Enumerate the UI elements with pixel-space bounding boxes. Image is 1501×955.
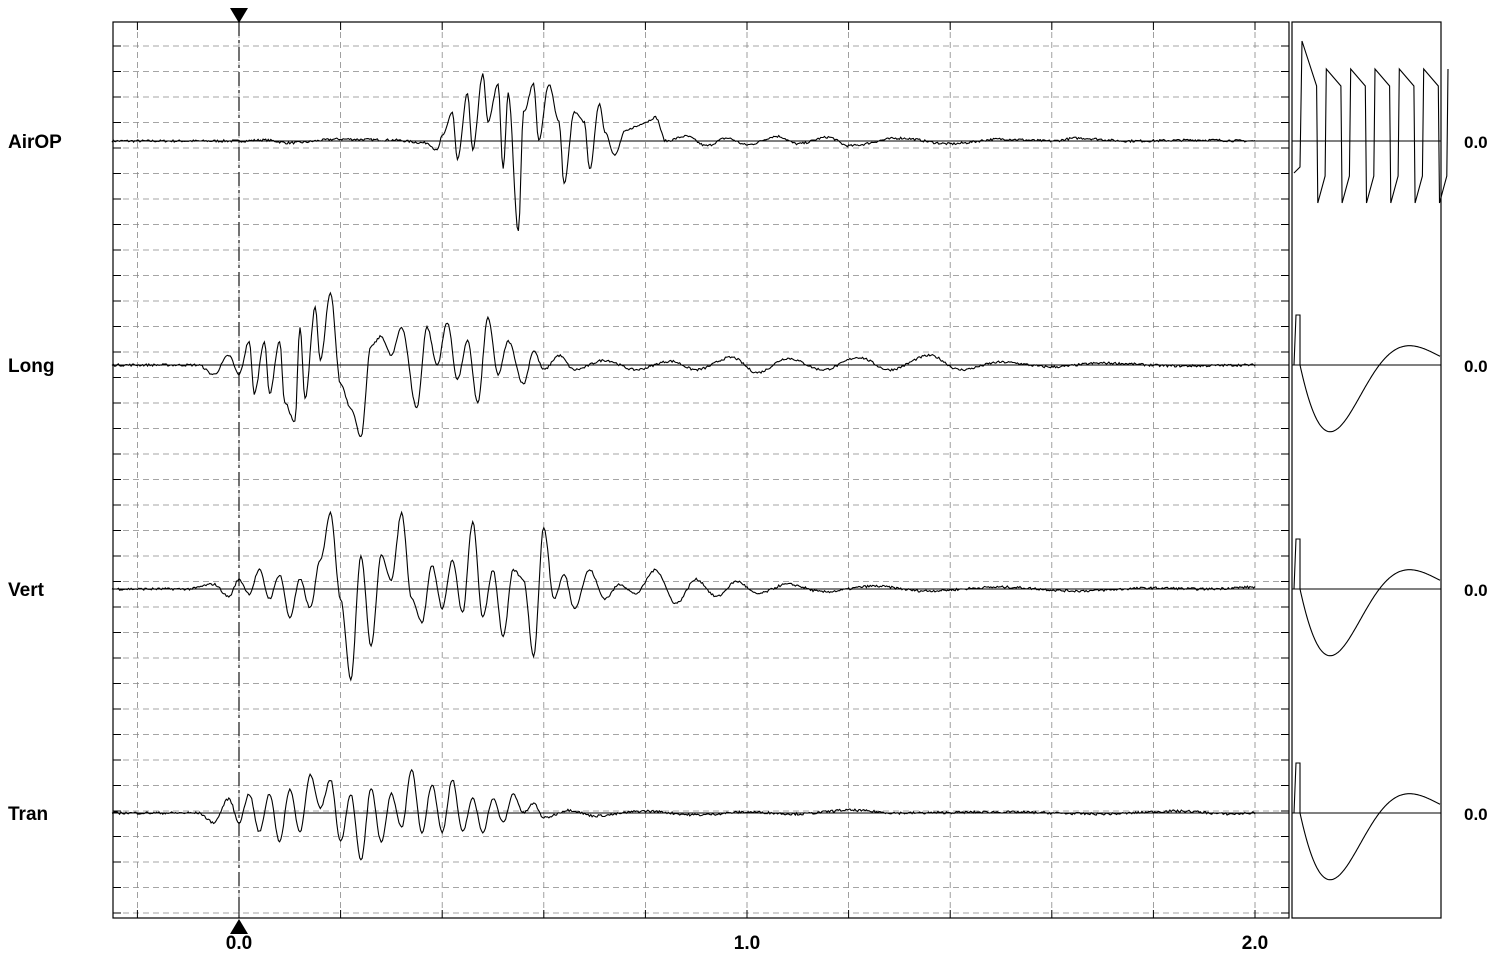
x-axis-tick-labels: 0.0 1.0 2.0 <box>226 933 1268 954</box>
calibration-traces <box>1293 40 1449 881</box>
channel-baseline-value: 0.0 <box>1464 133 1488 152</box>
calibration-trace-vert <box>1293 538 1441 657</box>
channel-baseline-value: 0.0 <box>1464 805 1488 824</box>
trace-airop <box>111 73 1256 231</box>
calibration-panel-frame <box>1291 21 1442 919</box>
channel-baseline-value: 0.0 <box>1464 357 1488 376</box>
channel-label: Vert <box>8 580 45 601</box>
channel-traces <box>111 73 1256 861</box>
channel-label: AirOP <box>8 132 62 153</box>
channel-baselines <box>113 140 1441 814</box>
channel-baseline-value: 0.0 <box>1464 581 1488 600</box>
channel-label: Tran <box>8 804 48 825</box>
trigger-arrow-bottom <box>230 919 248 934</box>
x-tick-label: 2.0 <box>1242 933 1268 954</box>
calibration-trace-long <box>1293 314 1441 433</box>
trace-long <box>111 291 1256 438</box>
trigger-arrow-top <box>230 8 248 23</box>
trace-vert <box>111 510 1256 682</box>
calibration-trace-tran <box>1293 762 1441 881</box>
x-tick-label: 1.0 <box>734 933 760 954</box>
x-tick-label: 0.0 <box>226 933 252 954</box>
grid-lines <box>113 22 1289 918</box>
calibration-trace-airop <box>1293 40 1449 204</box>
main-plot-frame <box>112 21 1290 919</box>
channel-labels: AirOP 0.0 Long 0.0 Vert 0.0 Tran 0.0 <box>8 132 1488 825</box>
trigger-marker <box>230 8 248 934</box>
channel-label: Long <box>8 356 54 377</box>
trace-tran <box>111 768 1256 861</box>
